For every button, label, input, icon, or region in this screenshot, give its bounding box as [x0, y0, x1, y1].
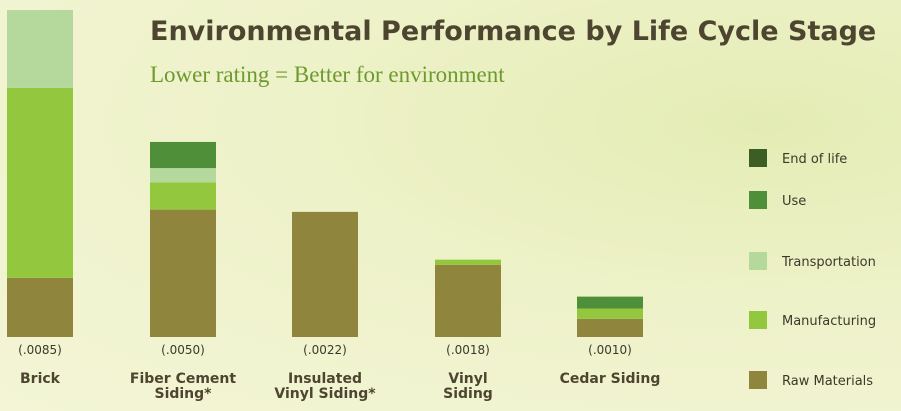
chart: Environmental Performance by Life Cycle … — [0, 0, 901, 411]
chart-canvas: Environmental Performance by Life Cycle … — [0, 0, 901, 411]
bar-segment — [7, 88, 73, 278]
bar-segment — [7, 10, 73, 88]
total-label: (.0010) — [588, 343, 632, 357]
x-tick-label: Insulated Vinyl Siding* — [270, 372, 380, 402]
chart-title: Environmental Performance by Life Cycle … — [150, 16, 876, 47]
x-tick-label: Cedar Siding — [545, 372, 675, 387]
total-label: (.0050) — [161, 343, 205, 357]
bar-segment — [577, 309, 643, 319]
bar-segment — [7, 278, 73, 337]
bar-segment — [150, 168, 216, 182]
x-tick-label: Vinyl Siding — [438, 372, 498, 402]
bar-segment — [150, 182, 216, 209]
bar-segment — [150, 142, 216, 168]
chart-subtitle: Lower rating = Better for environment — [150, 62, 505, 87]
legend-swatch — [749, 252, 767, 270]
legend-swatch — [749, 149, 767, 167]
legend-label: End of life — [782, 152, 847, 167]
bar-segment — [435, 265, 501, 337]
legend-label: Raw Materials — [782, 374, 873, 389]
legend-label: Manufacturing — [782, 314, 876, 329]
bar-segment — [150, 210, 216, 337]
x-tick-label: Brick — [0, 372, 105, 387]
legend-label: Use — [782, 194, 806, 209]
legend-swatch — [749, 311, 767, 329]
bar-segment — [577, 297, 643, 309]
legend-swatch — [749, 191, 767, 209]
x-tick-label: Fiber Cement Siding* — [128, 372, 238, 402]
bar-segment — [292, 212, 358, 337]
total-label: (.0085) — [18, 343, 62, 357]
legend-label: Transportation — [781, 255, 876, 270]
bar-segment — [577, 319, 643, 337]
total-label: (.0022) — [303, 343, 347, 357]
legend-swatch — [749, 371, 767, 389]
bar-segment — [435, 260, 501, 265]
total-label: (.0018) — [446, 343, 490, 357]
